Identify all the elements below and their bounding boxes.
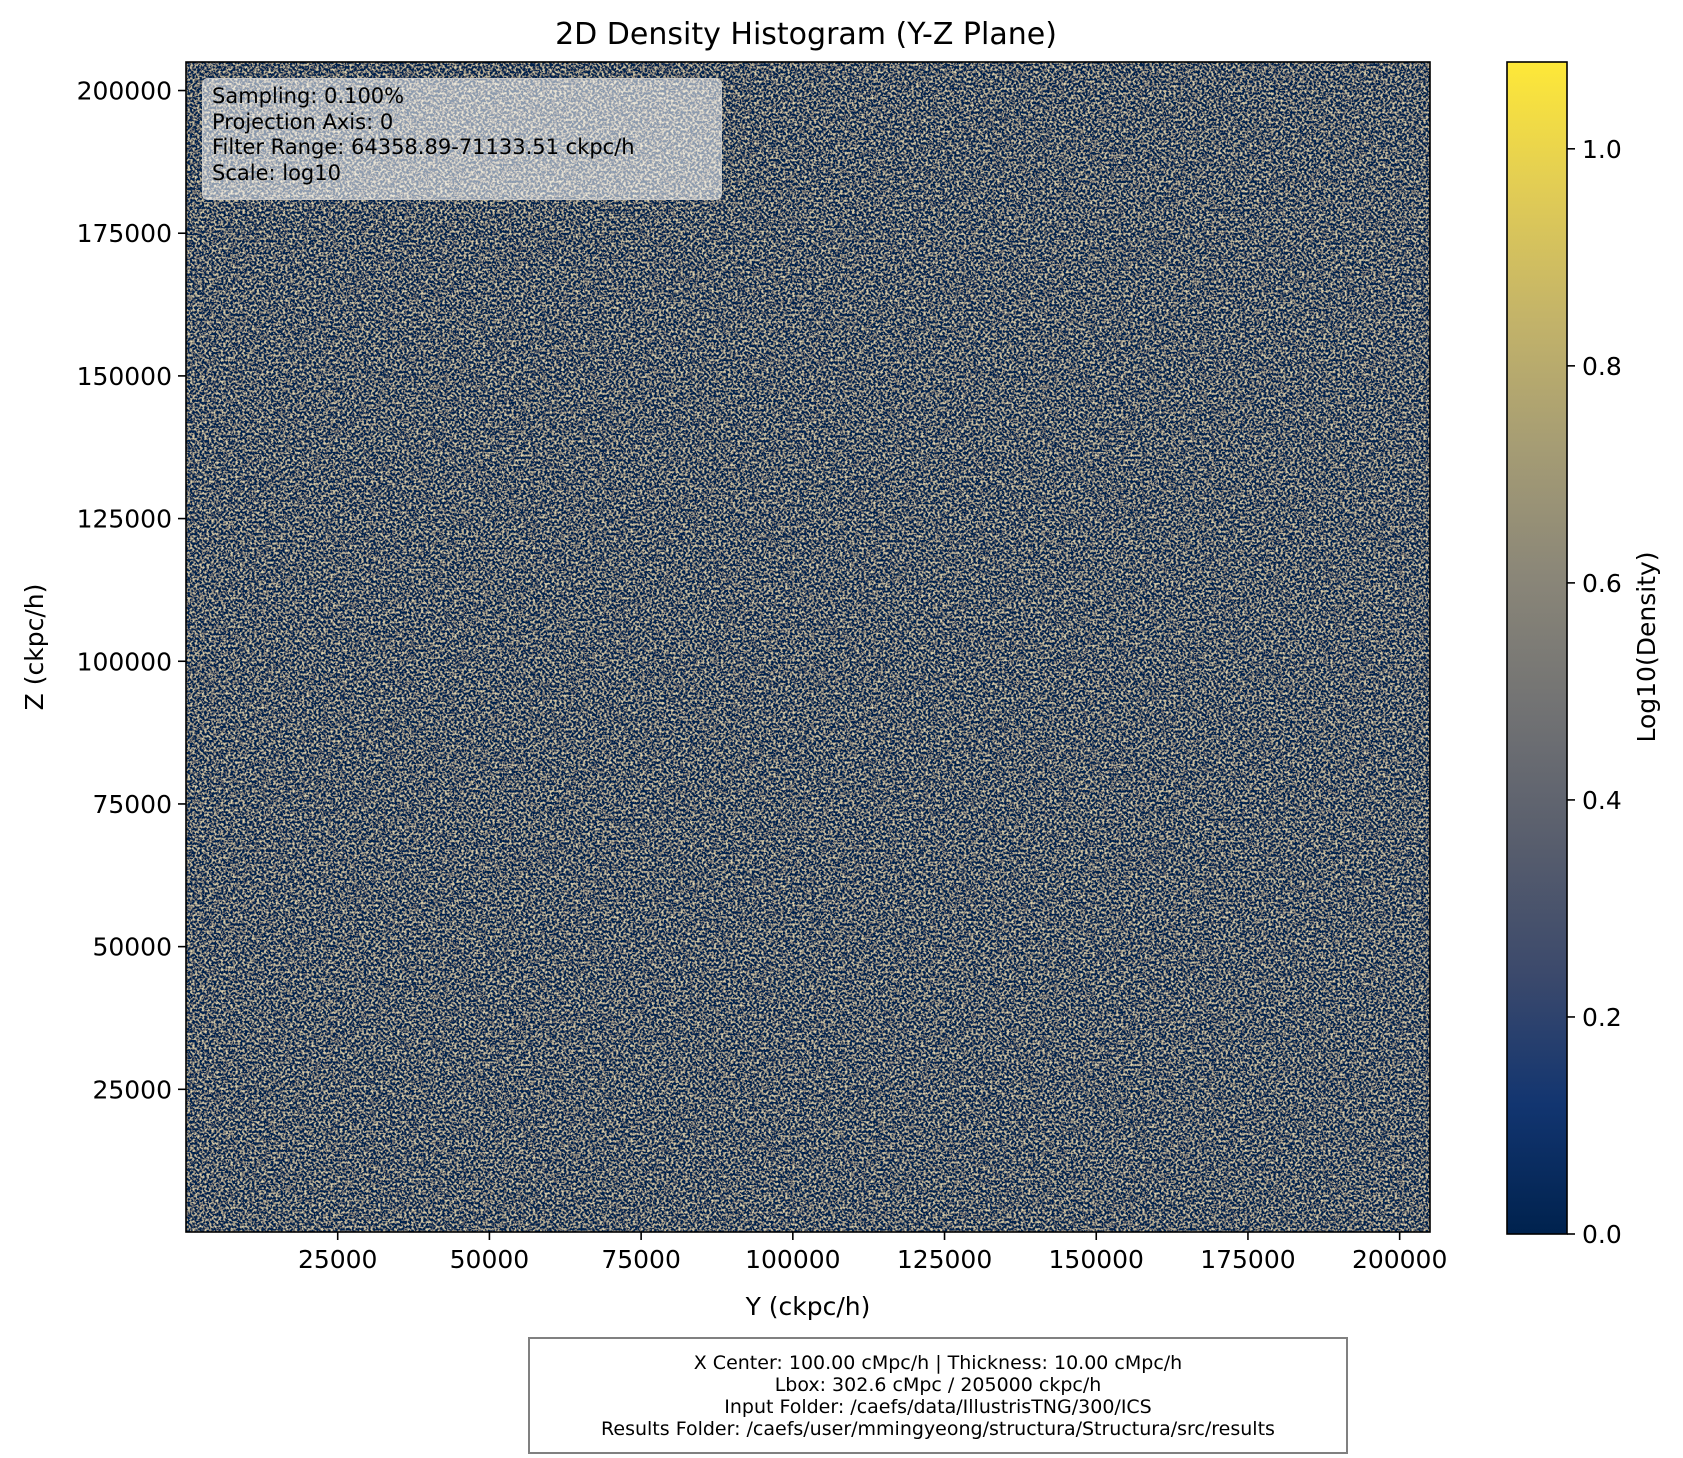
annotation-projection-axis: Projection Axis: 0 bbox=[212, 109, 394, 134]
info-input-folder: Input Folder: /caefs/data/IllustrisTNG/3… bbox=[724, 1395, 1152, 1418]
info-lbox: Lbox: 302.6 cMpc / 205000 ckpc/h bbox=[774, 1373, 1102, 1396]
colorbar-label: Log10(Density) bbox=[1632, 551, 1661, 742]
y-tick-label: 200000 bbox=[77, 77, 172, 106]
info-box: X Center: 100.00 cMpc/h | Thickness: 10.… bbox=[528, 1337, 1348, 1454]
colorbar-tick-label: 0.0 bbox=[1582, 1220, 1622, 1249]
x-tick-label: 175000 bbox=[1200, 1245, 1295, 1274]
x-tick-label: 75000 bbox=[601, 1245, 681, 1274]
annotation-box: Sampling: 0.100% Projection Axis: 0 Filt… bbox=[202, 78, 722, 200]
info-x-center: X Center: 100.00 cMpc/h | Thickness: 10.… bbox=[693, 1351, 1183, 1374]
y-tick-label: 100000 bbox=[77, 647, 172, 676]
x-tick-label: 25000 bbox=[298, 1245, 378, 1274]
x-tick-label: 50000 bbox=[450, 1245, 530, 1274]
y-axis-label: Z (ckpc/h) bbox=[20, 584, 49, 711]
plot-frame bbox=[185, 61, 1431, 1233]
heatmap-noise bbox=[186, 62, 1430, 1232]
colorbar-ticks: 0.0 0.2 0.4 0.6 0.8 1.0 bbox=[1567, 135, 1622, 1249]
colorbar-tick-label: 0.2 bbox=[1582, 1003, 1622, 1032]
x-tick-label: 150000 bbox=[1049, 1245, 1144, 1274]
colorbar-tick-label: 0.8 bbox=[1582, 352, 1622, 381]
chart-title: 2D Density Histogram (Y-Z Plane) bbox=[555, 17, 1057, 52]
y-tick-label: 25000 bbox=[92, 1075, 172, 1104]
y-tick-label: 150000 bbox=[77, 362, 172, 391]
x-tick-label: 200000 bbox=[1352, 1245, 1447, 1274]
heatmap bbox=[186, 62, 1430, 1232]
colorbar bbox=[1506, 61, 1568, 1235]
x-axis: 25000 50000 75000 100000 125000 150000 175000 2… bbox=[298, 1232, 1447, 1274]
colorbar-tick-label: 1.0 bbox=[1582, 135, 1622, 164]
y-tick-label: 125000 bbox=[77, 505, 172, 534]
x-tick-label: 100000 bbox=[745, 1245, 840, 1274]
annotation-scale: Scale: log10 bbox=[212, 160, 341, 185]
colorbar-tick-label: 0.4 bbox=[1582, 786, 1622, 815]
info-results-folder: Results Folder: /caefs/user/mmingyeong/s… bbox=[601, 1417, 1275, 1440]
annotation-sampling: Sampling: 0.100% bbox=[212, 84, 405, 108]
annotation-filter-range: Filter Range: 64358.89-71133.51 ckpc/h bbox=[212, 135, 635, 159]
y-tick-label: 50000 bbox=[92, 933, 172, 962]
y-tick-label: 175000 bbox=[77, 219, 172, 248]
y-axis: 25000 50000 75000 100000 125000 150000 175000 2… bbox=[77, 77, 186, 1104]
x-tick-label: 125000 bbox=[897, 1245, 992, 1274]
y-tick-label: 75000 bbox=[92, 790, 172, 819]
x-axis-label: Y (ckpc/h) bbox=[745, 1292, 871, 1321]
colorbar-tick-label: 0.6 bbox=[1582, 569, 1622, 598]
